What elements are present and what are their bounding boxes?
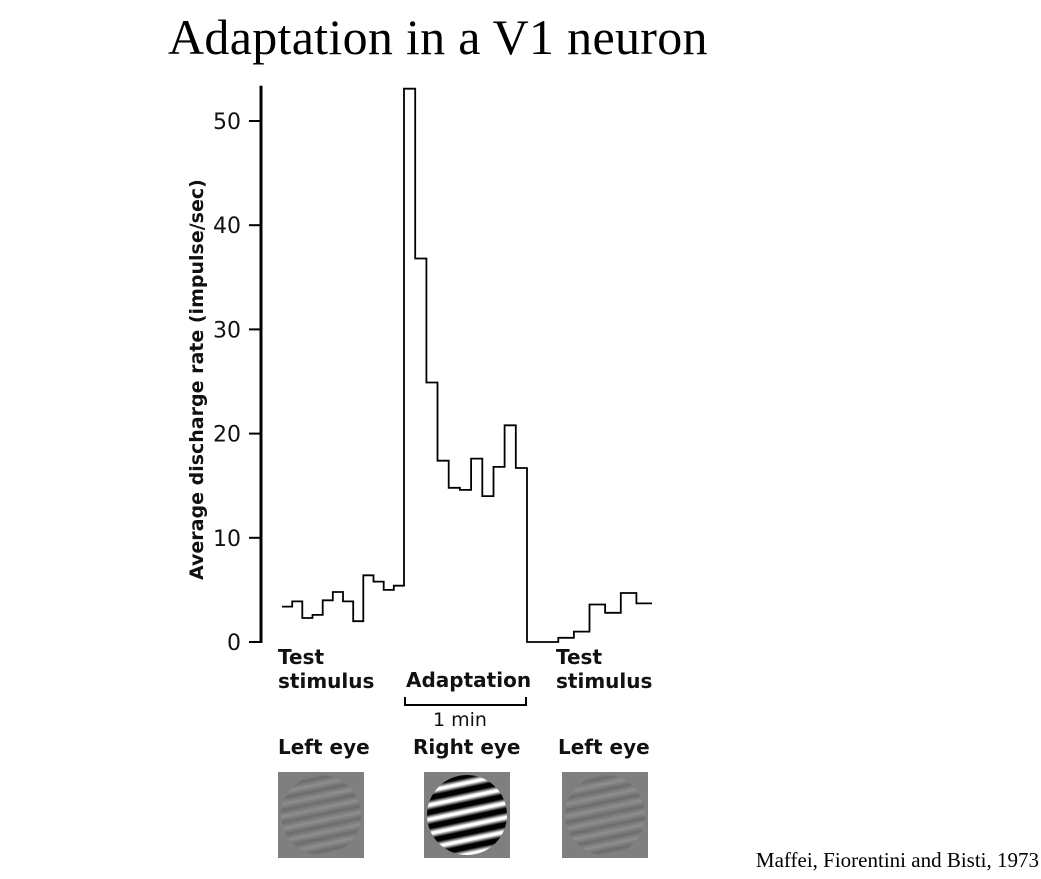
phase-label-test-before: Test stimulus bbox=[278, 645, 374, 693]
slide-title: Adaptation in a V1 neuron bbox=[168, 9, 708, 65]
adaptation-duration-bracket bbox=[404, 697, 527, 706]
y-axis-label: Average discharge rate (impulse/sec) bbox=[186, 179, 208, 580]
low-contrast-grating-left-after bbox=[562, 772, 648, 858]
phase-label-test-after-line-2: stimulus bbox=[556, 669, 653, 693]
phase-label-adaptation: Adaptation bbox=[406, 668, 532, 692]
grating-disk bbox=[565, 775, 645, 855]
y-tick-label-30: 30 bbox=[213, 318, 241, 343]
y-axis: 0 10 20 30 40 50 bbox=[213, 85, 263, 656]
phase-label-test-after-line-1: Test bbox=[556, 645, 603, 669]
y-tick-label-10: 10 bbox=[213, 527, 241, 552]
y-tick-label-20: 20 bbox=[213, 423, 241, 448]
phase-label-test-after: Test stimulus bbox=[556, 645, 652, 693]
bracket-line bbox=[404, 697, 527, 706]
discharge-step-line bbox=[282, 87, 652, 643]
grating-disk bbox=[427, 775, 507, 855]
high-contrast-grating-right bbox=[424, 772, 510, 858]
citation: Maffei, Fiorentini and Bisti, 1973 bbox=[755, 848, 1039, 872]
phase-label-test-before-text: Test stimulus bbox=[278, 645, 374, 693]
eye-label-left-before: Left eye bbox=[278, 735, 370, 759]
y-tick-label-0: 0 bbox=[227, 631, 241, 656]
eye-label-right: Right eye bbox=[413, 735, 521, 759]
discharge-trace bbox=[282, 87, 652, 643]
y-tick-label-40: 40 bbox=[213, 214, 241, 239]
duration-label: 1 min bbox=[433, 709, 487, 731]
y-tick-label-50: 50 bbox=[213, 110, 241, 135]
low-contrast-grating-left bbox=[278, 772, 364, 858]
phase-label-test-after-text: Test stimulus bbox=[556, 645, 652, 693]
grating-disk bbox=[281, 775, 361, 855]
eye-label-left-after: Left eye bbox=[558, 735, 650, 759]
phase-label-test-before-line-2: stimulus bbox=[278, 669, 375, 693]
phase-label-test-before-line-1: Test bbox=[278, 645, 325, 669]
